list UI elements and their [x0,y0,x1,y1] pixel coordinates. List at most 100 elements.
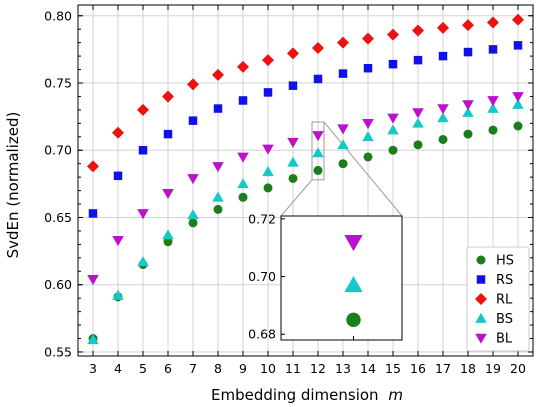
x-axis-label-symbol: m [388,386,403,404]
point-rl [87,160,99,173]
point-hs [238,192,248,202]
x-tick-label: 12 [310,361,326,376]
series-bl [87,92,524,286]
x-tick-label: 3 [89,361,97,376]
point-bl [212,162,224,173]
point-bs [87,334,99,345]
point-bs [362,131,374,142]
x-tick-label: 8 [214,361,222,376]
x-tick-label: 19 [485,361,501,376]
point-bl [162,188,174,200]
point-rs [313,74,323,84]
point-rs [263,88,273,97]
point-rs [413,55,423,65]
point-hs [463,129,473,139]
x-tick-label: 13 [335,361,351,376]
point-rl [337,36,349,49]
x-tick-label: 4 [114,361,122,376]
point-bs [237,178,249,189]
point-rl [512,13,524,26]
plot-frame [77,4,534,357]
x-tick-label: 5 [139,361,147,376]
legend-label: BS [496,312,513,327]
legend-entry-hs: HS [476,254,514,269]
point-rl [137,103,149,116]
legend-marker-rs [476,275,486,284]
point-bs [262,166,274,177]
x-tick-label: 15 [385,361,401,376]
point-bs [162,229,174,240]
point-rs [488,45,498,54]
point-bs [312,147,324,158]
inset-point-bs [344,276,363,293]
point-rl [412,24,424,37]
point-bl [387,113,399,124]
point-hs [338,159,348,169]
legend: HS RS RL BS BL [466,246,530,352]
point-rl [262,54,274,67]
point-rs [338,69,348,78]
point-bs [462,106,474,117]
x-tick-label: 11 [285,361,301,376]
point-rl [312,42,324,55]
point-rs [88,209,98,218]
point-rs [238,96,248,105]
inset-y-tick-label: 0.68 [248,327,276,342]
point-rs [388,59,398,69]
point-bs [412,117,424,128]
y-tick-label: 0.75 [44,76,72,91]
point-rl [487,16,499,29]
point-rl [162,90,174,103]
axis-ticks: 3 4 5 6 7 8 9 10 11 12 13 14 15 16 17 18 19 20 0.55 0.60 0.6… [44,5,533,376]
point-rl [387,28,399,41]
point-bl [437,104,449,115]
point-rl [237,60,249,73]
x-tick-label: 14 [360,361,376,376]
point-hs [263,183,273,193]
connector-line [280,179,313,217]
point-bs [487,102,499,113]
legend-entry-bl: BL [475,332,513,347]
point-rl [187,78,199,91]
inset-frame [280,215,403,341]
point-bl [112,236,124,247]
point-hs [363,152,373,162]
point-rs [213,104,223,113]
legend-marker-bl [475,333,487,344]
inset-point-hs [346,312,361,328]
x-axis-label: Embedding dimension m [211,386,403,404]
x-tick-label: 16 [410,361,426,376]
legend-label: RL [496,293,513,308]
legend-label: BL [496,332,513,347]
point-rl [212,68,224,81]
point-rs [463,47,473,57]
point-rl [462,19,474,32]
point-bs [137,256,149,267]
point-rl [362,32,374,45]
point-rs [513,41,523,50]
inset-y-tick-label: 0.72 [248,211,276,226]
point-bl [362,119,374,130]
point-hs [313,165,323,175]
legend-entry-bs: BS [475,312,513,327]
data-series [87,13,524,345]
point-bl [287,137,299,148]
point-bs [287,156,299,167]
point-bl [462,100,474,111]
point-rs [363,63,373,73]
point-bl [237,152,249,163]
point-bl [337,124,349,135]
point-bs [112,289,124,300]
series-rl [87,13,524,173]
zoom-inset: 0.72 0.70 0.68 [248,211,403,342]
point-hs [213,204,223,214]
x-tick-label: 9 [239,361,247,376]
point-bs [512,98,524,109]
point-rs [188,116,198,125]
point-bs [337,139,349,150]
y-tick-label: 0.80 [44,8,72,23]
x-tick-label: 18 [460,361,476,376]
point-hs [163,237,173,247]
point-bl [137,209,149,220]
